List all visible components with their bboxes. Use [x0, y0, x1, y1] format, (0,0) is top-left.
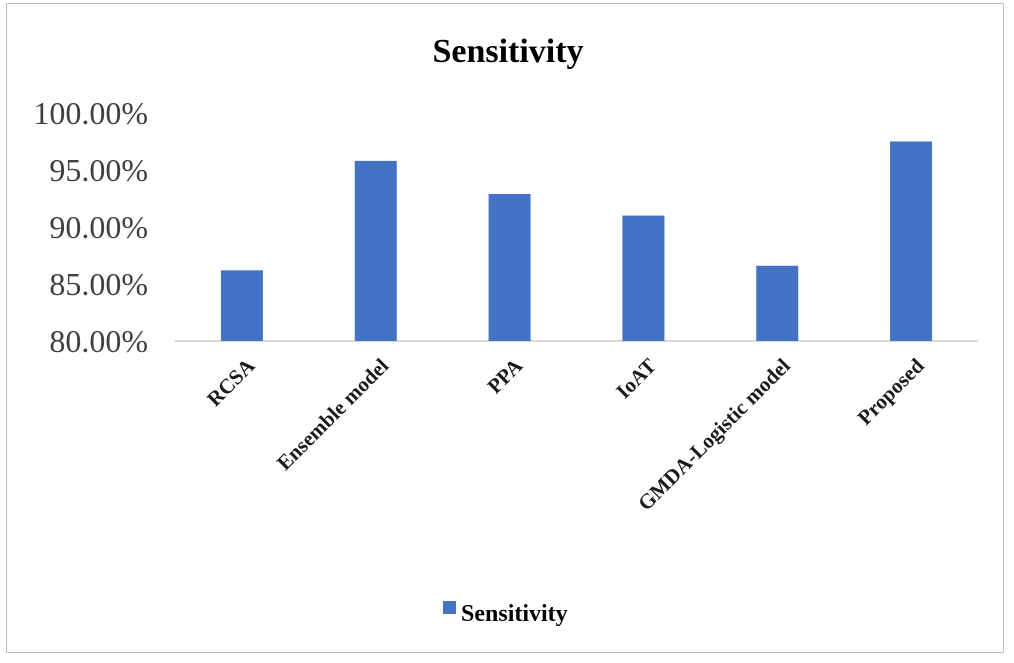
bar — [354, 160, 397, 341]
bar — [756, 265, 799, 341]
y-tick-label: 95.00% — [49, 152, 148, 188]
bars — [220, 141, 933, 341]
legend: Sensitivity — [443, 601, 568, 627]
y-tick-label: 100.00% — [33, 95, 148, 131]
x-tick-label: Ensemble model — [272, 353, 393, 474]
bar — [488, 193, 531, 341]
y-axis-ticks: 80.00% 85.00% 90.00% 95.00% 100.00% — [33, 95, 148, 359]
y-tick-label: 90.00% — [49, 209, 148, 245]
chart-title: Sensitivity — [432, 33, 583, 70]
y-tick-label: 85.00% — [49, 266, 148, 302]
x-tick-label: PPA — [482, 353, 527, 398]
x-tick-label: RCSA — [202, 353, 260, 411]
bar — [890, 141, 933, 341]
legend-swatch — [443, 601, 456, 614]
x-tick-label: IoAT — [611, 354, 661, 404]
x-tick-label: Proposed — [853, 353, 929, 429]
legend-label: Sensitivity — [461, 601, 568, 627]
y-tick-label: 80.00% — [49, 323, 148, 359]
bar — [220, 270, 263, 341]
x-tick-label: GMDA-Logistic model — [633, 353, 795, 515]
bar — [622, 215, 665, 341]
